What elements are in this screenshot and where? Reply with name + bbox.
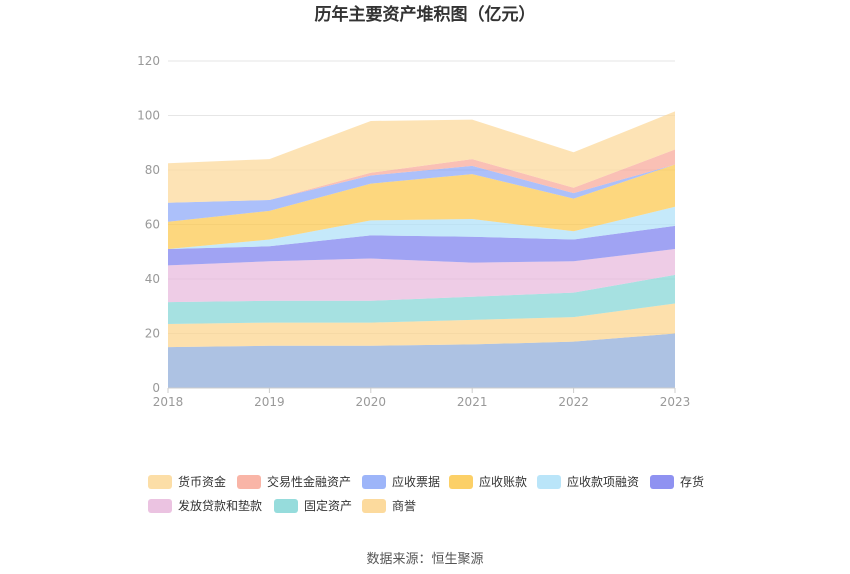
legend-item[interactable]: 应收款项融资 (537, 474, 639, 489)
y-tick-label: 80 (145, 163, 160, 177)
y-tick-label: 20 (145, 327, 160, 341)
area-series-4 (168, 225, 675, 266)
area-series (168, 111, 675, 388)
legend-label: 应收票据 (392, 474, 440, 489)
legend-item[interactable]: 商誉 (362, 498, 416, 513)
legend-label: 商誉 (392, 498, 416, 513)
legend-label: 发放贷款和垫款 (178, 498, 262, 513)
y-tick-label: 0 (152, 381, 160, 395)
axes: 0 20 40 60 80 100 120 2018 2019 2020 2021 2022 2023 (137, 54, 690, 409)
area-series-9 (168, 111, 675, 203)
y-tick-label: 60 (145, 218, 160, 232)
legend-item[interactable]: 应收票据 (362, 474, 440, 489)
legend-item[interactable]: 货币资金 (148, 474, 226, 489)
x-tick-label: 2020 (356, 395, 387, 409)
x-tick-label: 2023 (660, 395, 691, 409)
y-tick-label: 40 (145, 272, 160, 286)
legend-swatch (237, 475, 261, 489)
legend-swatch (362, 499, 386, 513)
area-series-3 (168, 249, 675, 303)
legend-swatch (148, 475, 172, 489)
legend-label: 固定资产 (304, 498, 352, 513)
legend-swatch (650, 475, 674, 489)
legend-swatch (148, 499, 172, 513)
area-series-0 (168, 333, 675, 388)
legend-item[interactable]: 发放贷款和垫款 (148, 498, 262, 513)
legend-swatch (449, 475, 473, 489)
y-tick-label: 120 (137, 54, 160, 68)
legend-swatch (362, 475, 386, 489)
x-tick-label: 2022 (558, 395, 589, 409)
area-series-5 (168, 206, 675, 250)
source-note: 数据来源：恒生聚源 (366, 552, 483, 567)
legend-swatch (274, 499, 298, 513)
legend-label: 应收款项融资 (567, 474, 639, 489)
area-series-1 (168, 303, 675, 348)
area-series-2 (168, 274, 675, 324)
area-series-7 (168, 164, 675, 222)
x-tick-label: 2019 (254, 395, 285, 409)
chart-title: 历年主要资产堆积图（亿元） (315, 4, 536, 25)
legend-label: 存货 (680, 474, 704, 489)
legend-item[interactable]: 应收账款 (449, 474, 527, 489)
legend-item[interactable]: 固定资产 (274, 498, 352, 513)
legend-item[interactable]: 交易性金融资产 (237, 474, 351, 489)
legend-label: 交易性金融资产 (267, 474, 351, 489)
area-series-6 (168, 164, 675, 250)
x-tick-label: 2021 (457, 395, 488, 409)
y-tick-label: 100 (137, 109, 160, 123)
legend-swatch (537, 475, 561, 489)
legend-label: 货币资金 (178, 474, 226, 489)
x-tick-label: 2018 (153, 395, 184, 409)
legend-label: 应收账款 (479, 474, 527, 489)
legend-item[interactable]: 存货 (650, 474, 704, 489)
